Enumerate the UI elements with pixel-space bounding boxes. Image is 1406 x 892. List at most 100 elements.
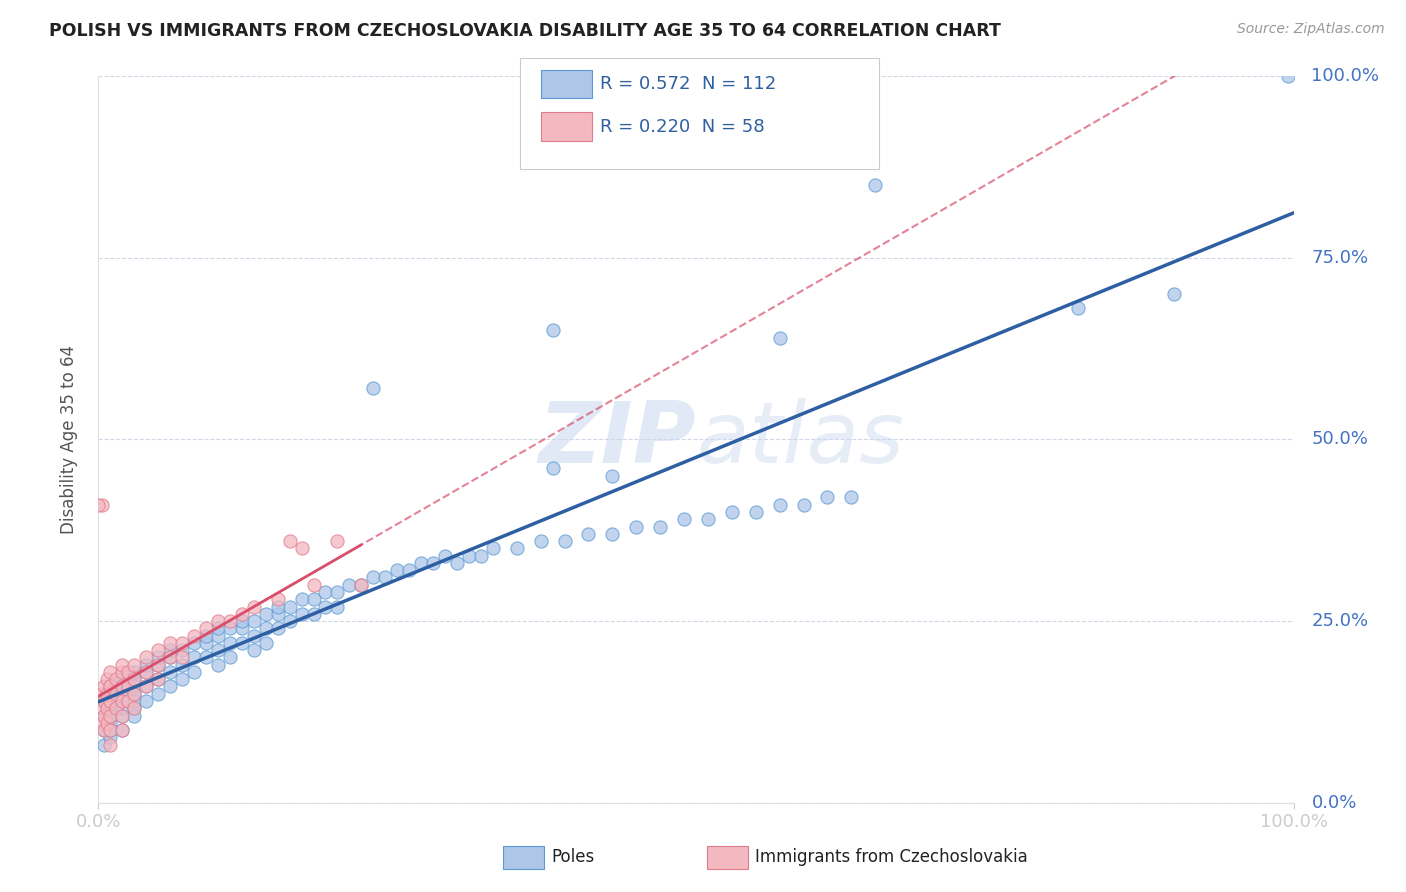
Point xyxy=(98,665,122,679)
Point xyxy=(172,636,194,650)
Point xyxy=(172,657,194,672)
Point xyxy=(315,585,337,599)
Point xyxy=(111,694,134,708)
Point xyxy=(111,701,134,715)
Point xyxy=(111,665,134,679)
Point xyxy=(434,549,457,563)
Point xyxy=(183,629,205,643)
Point xyxy=(267,592,290,607)
Point xyxy=(93,723,115,737)
Point xyxy=(768,498,790,512)
Point xyxy=(159,636,181,650)
Point xyxy=(96,687,118,701)
Point xyxy=(135,665,157,679)
Point xyxy=(374,570,396,584)
Point xyxy=(326,599,349,614)
Text: 50.0%: 50.0% xyxy=(1312,430,1368,449)
Point xyxy=(98,694,122,708)
Point xyxy=(339,578,361,592)
Point xyxy=(105,672,128,686)
Point xyxy=(117,665,139,679)
Point xyxy=(195,650,218,665)
Point xyxy=(815,491,838,505)
Point xyxy=(207,629,229,643)
Point xyxy=(135,694,157,708)
Point xyxy=(219,636,242,650)
Point xyxy=(278,534,301,549)
Point xyxy=(541,323,564,337)
Point xyxy=(219,650,242,665)
Text: 25.0%: 25.0% xyxy=(1312,612,1368,630)
Point xyxy=(96,701,118,715)
Point xyxy=(195,629,218,643)
Point xyxy=(183,665,205,679)
Point xyxy=(267,599,290,614)
Point xyxy=(207,621,229,635)
Point xyxy=(93,694,115,708)
Point xyxy=(422,556,444,570)
Point xyxy=(111,708,134,723)
Point xyxy=(326,585,349,599)
Point xyxy=(243,614,266,628)
Point xyxy=(111,723,134,737)
Point xyxy=(98,680,122,694)
Point xyxy=(411,556,433,570)
Point xyxy=(105,687,128,701)
Point xyxy=(207,657,229,672)
Text: R = 0.220  N = 58: R = 0.220 N = 58 xyxy=(600,118,765,136)
Point xyxy=(865,178,887,192)
Point xyxy=(243,629,266,643)
Point xyxy=(135,657,157,672)
Point xyxy=(111,657,134,672)
Point xyxy=(530,534,553,549)
Point xyxy=(398,563,420,577)
Point xyxy=(1067,301,1090,316)
Point xyxy=(768,330,790,344)
Point xyxy=(124,687,146,701)
Point xyxy=(148,657,170,672)
Point xyxy=(541,461,564,475)
Point xyxy=(481,541,505,556)
Point xyxy=(350,578,373,592)
Point xyxy=(124,657,146,672)
Point xyxy=(254,607,277,621)
Point xyxy=(98,680,122,694)
Point xyxy=(673,512,696,526)
Point xyxy=(96,715,118,730)
Point xyxy=(446,556,468,570)
Point xyxy=(602,468,624,483)
Point xyxy=(117,694,139,708)
Point xyxy=(470,549,492,563)
Point xyxy=(231,636,253,650)
Point xyxy=(278,614,301,628)
Point xyxy=(98,715,122,730)
Text: POLISH VS IMMIGRANTS FROM CZECHOSLOVAKIA DISABILITY AGE 35 TO 64 CORRELATION CHA: POLISH VS IMMIGRANTS FROM CZECHOSLOVAKIA… xyxy=(49,22,1001,40)
Point xyxy=(291,541,314,556)
Point xyxy=(172,643,194,657)
Point xyxy=(98,708,122,723)
Point xyxy=(243,599,266,614)
Point xyxy=(111,687,134,701)
Point xyxy=(302,607,325,621)
Text: Poles: Poles xyxy=(551,848,595,866)
Point xyxy=(93,738,115,752)
Point xyxy=(243,643,266,657)
Point xyxy=(302,592,325,607)
Text: Source: ZipAtlas.com: Source: ZipAtlas.com xyxy=(1237,22,1385,37)
Point xyxy=(93,723,115,737)
Point xyxy=(124,672,146,686)
Point xyxy=(124,694,146,708)
Point xyxy=(93,680,115,694)
Point xyxy=(87,498,110,512)
Point xyxy=(506,541,529,556)
Text: atlas: atlas xyxy=(696,398,904,481)
Point xyxy=(93,708,115,723)
Point xyxy=(172,672,194,686)
Point xyxy=(124,701,146,715)
Point xyxy=(602,526,624,541)
Text: ZIP: ZIP xyxy=(538,398,696,481)
Point xyxy=(98,694,122,708)
Point xyxy=(363,570,385,584)
Point xyxy=(148,650,170,665)
Text: Immigrants from Czechoslovakia: Immigrants from Czechoslovakia xyxy=(755,848,1028,866)
